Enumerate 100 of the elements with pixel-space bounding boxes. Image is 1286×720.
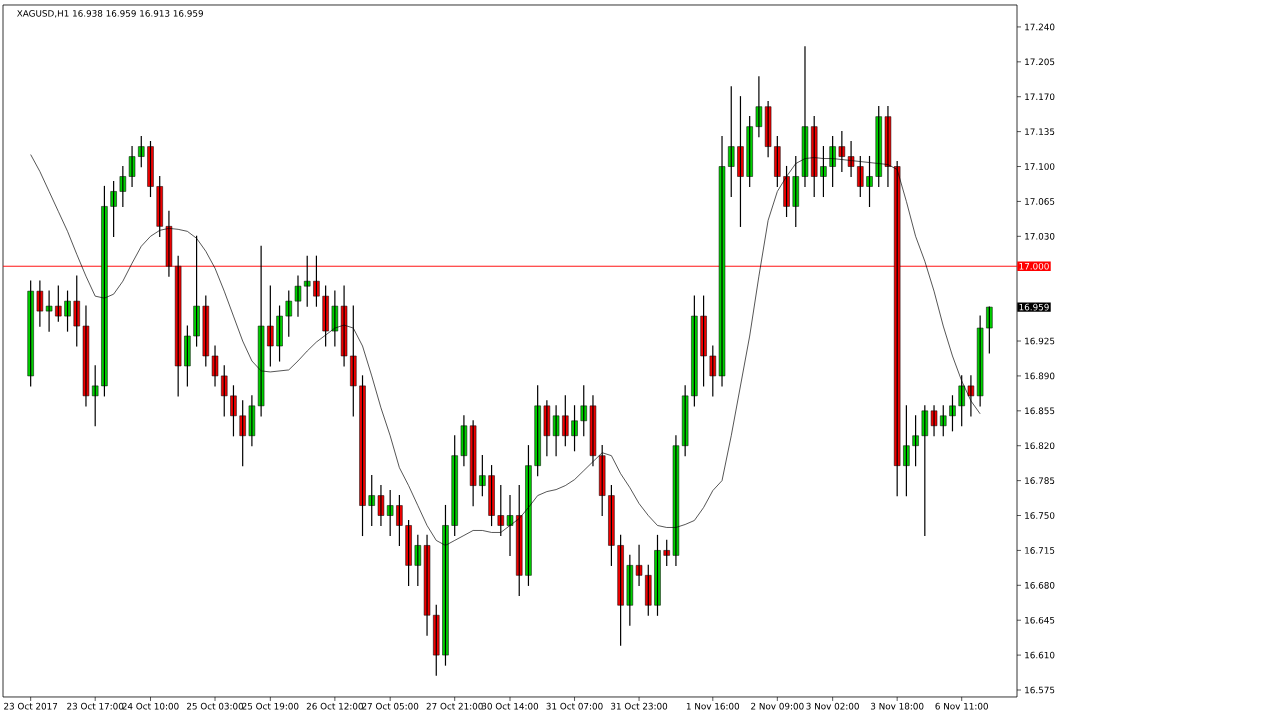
text: XAGUSD,H1 16.938 16.959 16.913 16.959 — [17, 10, 203, 18]
candlestick — [313, 255, 320, 307]
candlestick — [589, 395, 597, 467]
y-tick-label: 16.575 — [1025, 686, 1055, 694]
y-tick-label: 17.030 — [1025, 233, 1055, 240]
candlestick — [147, 141, 154, 198]
candlestick — [912, 415, 919, 467]
candlestick — [617, 534, 624, 646]
candlestick — [681, 385, 689, 457]
y-tick-label: 17.240 — [1025, 23, 1055, 31]
candlestick — [783, 165, 790, 217]
candlestick — [488, 465, 495, 527]
candlestick — [598, 445, 606, 517]
x-tick-label: 2 Nov 09:00 — [751, 702, 804, 710]
candlestick — [138, 136, 145, 168]
candlestick — [451, 435, 458, 537]
candlestick — [737, 96, 744, 227]
candlestick — [534, 385, 541, 477]
candlestick — [294, 275, 302, 317]
y-tick-label: 16.715 — [1025, 547, 1055, 554]
x-tick-label: 3 Nov 02:00 — [806, 702, 859, 710]
candlestick — [774, 136, 781, 188]
y-tick-label: 16.890 — [1025, 372, 1055, 380]
candlestick — [64, 290, 71, 332]
candlestick — [202, 295, 210, 367]
candlestick — [635, 544, 643, 586]
candlestick — [174, 255, 182, 397]
candlestick — [285, 290, 292, 337]
x-tick-label: 3 Nov 18:00 — [870, 702, 924, 710]
candlestick — [82, 305, 90, 407]
candlestick — [718, 136, 726, 387]
y-tick-label: 17.135 — [1025, 128, 1055, 135]
candlestick — [433, 604, 440, 676]
x-tick-label: 1 Nov 16:00 — [686, 702, 740, 710]
candlestick — [276, 305, 283, 362]
candlestick — [552, 405, 560, 457]
candlestick — [119, 165, 127, 208]
candlestick — [377, 485, 385, 527]
candlestick — [580, 385, 587, 437]
candlestick — [571, 405, 578, 452]
y-tick-label: 16.855 — [1025, 407, 1055, 415]
x-tick-label: 31 Oct 23:00 — [611, 702, 668, 710]
candlestick — [728, 86, 735, 198]
candlestick — [73, 275, 80, 347]
candlestick — [221, 365, 228, 417]
candlestick — [986, 306, 993, 354]
candlestick — [654, 534, 661, 616]
candlestick — [930, 405, 938, 437]
text: 16.959 — [1019, 303, 1049, 311]
candlestick — [368, 475, 375, 527]
candlestick — [663, 539, 670, 566]
candlestick — [958, 375, 965, 427]
candlestick — [645, 564, 652, 616]
x-tick-label: 26 Oct 12:00 — [306, 702, 363, 710]
candlestick — [27, 280, 34, 387]
candlestick — [626, 554, 634, 626]
candlestick — [967, 375, 975, 417]
candlestick — [350, 305, 357, 417]
candlestick — [165, 210, 173, 277]
x-tick-label: 6 Nov 11:00 — [935, 702, 988, 710]
candlestick — [101, 185, 108, 397]
candlestick — [746, 116, 753, 188]
candlestick — [608, 485, 615, 566]
x-tick-label: 24 Oct 10:00 — [122, 702, 179, 710]
candlestick — [479, 455, 486, 497]
x-tick-label: 30 Oct 14:00 — [481, 702, 539, 710]
candlestick — [949, 395, 956, 432]
y-tick-label: 17.170 — [1025, 93, 1055, 101]
candlestick — [303, 255, 311, 307]
x-tick-label: 23 Oct 17:00 — [67, 702, 124, 710]
candlestick — [940, 405, 947, 437]
candlestick — [921, 405, 929, 537]
y-tick-label: 17.100 — [1025, 163, 1055, 170]
candlestick — [239, 400, 246, 467]
x-tick-label: 25 Oct 03:00 — [186, 702, 244, 710]
candlestick — [405, 519, 412, 586]
candlestick — [230, 385, 237, 437]
candlestick — [184, 325, 191, 387]
candlestick — [45, 290, 53, 332]
candlestick — [322, 285, 329, 347]
candlestick — [903, 405, 910, 497]
y-tick-label: 17.065 — [1025, 198, 1055, 205]
y-tick-label: 16.750 — [1025, 512, 1055, 519]
x-tick-label: 27 Oct 05:00 — [362, 702, 419, 710]
candlestick — [396, 494, 403, 547]
y-tick-label: 16.680 — [1025, 581, 1055, 589]
candlestick — [156, 175, 163, 237]
candlestick — [700, 295, 707, 387]
x-tick-label: 23 Oct 2017 — [4, 702, 58, 710]
candlestick — [562, 395, 569, 447]
candlestick — [460, 415, 468, 467]
y-tick-label: 16.820 — [1025, 442, 1055, 450]
candlestick — [414, 534, 422, 586]
ref-line-label: 17.000 — [1019, 262, 1049, 270]
candlestick — [110, 180, 117, 237]
candlestick — [211, 345, 219, 387]
y-tick-label: 16.610 — [1025, 651, 1055, 659]
candlestick — [423, 534, 431, 636]
x-tick-label: 31 Oct 07:00 — [546, 702, 603, 710]
y-tick-label: 17.205 — [1025, 58, 1055, 66]
